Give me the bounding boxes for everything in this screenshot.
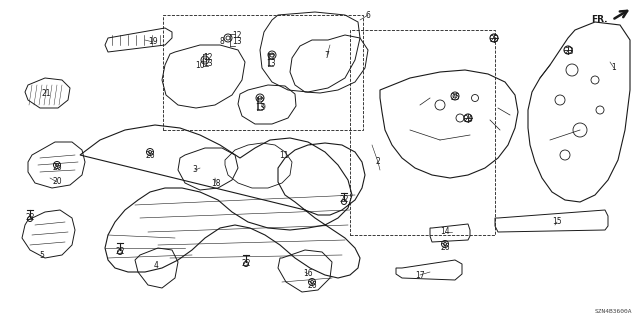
Text: 2: 2 xyxy=(376,158,380,167)
Text: 7: 7 xyxy=(324,50,330,60)
Text: 3: 3 xyxy=(193,166,197,174)
Text: 20: 20 xyxy=(52,177,62,187)
Bar xyxy=(163,15,363,130)
Text: SZN4B3600A: SZN4B3600A xyxy=(595,309,632,314)
Text: 12: 12 xyxy=(266,53,276,62)
Text: 13: 13 xyxy=(232,36,242,46)
Text: 10: 10 xyxy=(195,61,205,70)
Bar xyxy=(350,30,495,235)
Text: 8: 8 xyxy=(220,38,225,47)
Text: 25: 25 xyxy=(450,93,460,102)
Text: 15: 15 xyxy=(552,218,562,226)
Text: 13: 13 xyxy=(266,58,276,68)
Text: 21: 21 xyxy=(41,88,51,98)
Text: 12: 12 xyxy=(232,31,242,40)
Text: 13: 13 xyxy=(203,58,213,68)
Text: 19: 19 xyxy=(148,38,158,47)
Text: 22: 22 xyxy=(25,213,35,222)
Text: 1: 1 xyxy=(612,63,616,72)
Text: 13: 13 xyxy=(255,102,265,112)
Text: 22: 22 xyxy=(241,258,251,268)
Text: 23: 23 xyxy=(489,35,499,44)
Text: 14: 14 xyxy=(440,227,450,236)
Text: 6: 6 xyxy=(365,11,371,19)
Text: 26: 26 xyxy=(145,151,155,160)
Text: 22: 22 xyxy=(115,248,125,256)
Text: 16: 16 xyxy=(303,270,313,278)
Text: 24: 24 xyxy=(463,115,473,124)
Text: 26: 26 xyxy=(52,164,62,173)
Text: 5: 5 xyxy=(40,250,44,259)
Text: 4: 4 xyxy=(154,262,159,271)
Text: 18: 18 xyxy=(211,179,221,188)
Text: 11: 11 xyxy=(279,151,289,160)
Text: 26: 26 xyxy=(440,242,450,251)
Text: 17: 17 xyxy=(415,271,425,279)
Text: 23: 23 xyxy=(564,48,574,56)
Text: FR.: FR. xyxy=(591,16,608,25)
Text: 12: 12 xyxy=(255,97,265,106)
Text: 26: 26 xyxy=(307,280,317,290)
Text: 22: 22 xyxy=(339,196,349,204)
Text: 12: 12 xyxy=(204,53,212,62)
Text: 9: 9 xyxy=(260,102,266,112)
